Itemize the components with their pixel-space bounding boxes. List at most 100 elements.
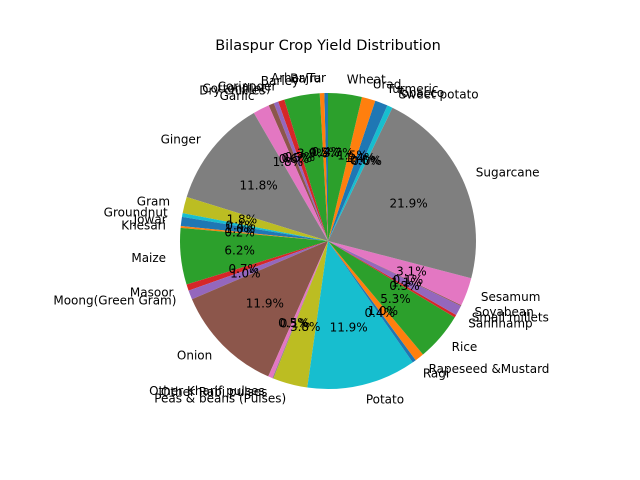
percent-label-groundnut: 0.4% [225, 218, 256, 232]
category-label-sesamum: Sesamum [481, 290, 541, 304]
percent-label-small-millets: 1.1% [391, 276, 422, 290]
percent-label-arhar-tur: 0.4% [312, 145, 343, 159]
category-label-sweet-potato: Sweet potato [399, 87, 479, 101]
slice-rapeseed-mustard [328, 241, 424, 361]
percent-label-sugarcane: 21.9% [390, 197, 428, 211]
percent-label-potato: 11.9% [330, 320, 368, 334]
percent-label-onion: 11.9% [246, 296, 284, 310]
category-label-groundnut: Groundnut [104, 205, 168, 219]
category-label-barley: Barley [261, 74, 299, 88]
category-label-arhar-tur: Arhar/Tur [271, 71, 326, 85]
percent-label-other-rabi-pulses: 0.1% [280, 316, 311, 330]
slice-onion [191, 241, 328, 377]
percent-label-masoor: 0.7% [228, 262, 259, 276]
slice-other-rabi-pulses [272, 241, 328, 379]
slice-moong-green-gram [188, 241, 328, 300]
category-label-soyabean: Soyabean [474, 305, 533, 319]
slice-bajra [319, 93, 328, 241]
category-label-gram: Gram [137, 194, 170, 208]
percent-label-ginger: 11.8% [240, 179, 278, 193]
slice-arhar-tur [324, 93, 328, 241]
category-label-masoor: Masoor [130, 285, 174, 299]
slice-soyabean [328, 241, 462, 307]
slice-gram [182, 197, 328, 241]
percent-label-maize: 6.2% [224, 243, 255, 257]
percent-label-ragi: 0.4% [364, 306, 395, 320]
slice-masoor [186, 241, 328, 291]
category-label-other-rabi-pulses: Other Rabi pulses [161, 385, 268, 399]
category-label-other-kharif-pulses: Other Kharif pulses [149, 384, 264, 398]
slice-potato [307, 241, 413, 390]
category-label-small-millets: Small millets [472, 311, 549, 325]
category-label-sugarcane: Sugarcane [476, 166, 540, 180]
slice-other-kharif-pulses [268, 241, 328, 379]
percent-label-dry-chillies: 0.6% [279, 152, 310, 166]
category-label-tobacco: Tobacco [395, 86, 444, 100]
slice-dry-chillies [268, 103, 328, 241]
category-label-ragi: Ragi [423, 366, 449, 380]
percent-label-sweet-potato: 0.0% [351, 154, 382, 168]
slice-maize [179, 227, 328, 285]
category-label-rice: Rice [452, 340, 478, 354]
slice-sannhamp [328, 241, 457, 318]
percent-label-tobacco: 0.6% [350, 153, 381, 167]
percent-label-garlic: 1.8% [273, 155, 304, 169]
percent-label-turmeric: 1.4% [345, 151, 376, 165]
slice-cotton-lint [273, 101, 328, 241]
slice-jowar [180, 216, 328, 241]
percent-label-sannhamp: 0.3% [389, 279, 420, 293]
pie-slices [179, 93, 476, 390]
percent-label-rapeseed-mustard: 1.0% [368, 304, 399, 318]
slice-peas-beans-pulses [273, 241, 328, 388]
percent-label-other-kharif-pulses: 0.5% [278, 316, 309, 330]
category-label-rapeseed-mustard: Rapeseed &Mustard [429, 362, 550, 376]
percent-label-khesari: 0.2% [224, 226, 255, 240]
slice-rice [328, 241, 455, 355]
category-label-maize: Maize [131, 251, 166, 265]
slice-wheat [328, 93, 362, 241]
category-label-turmeric: Turmeric [386, 82, 439, 96]
slice-small-millets [328, 241, 461, 315]
slice-ginger [186, 112, 328, 241]
percent-label-sesamum: 3.1% [396, 265, 427, 279]
slice-sugarcane [328, 107, 476, 279]
category-label-garlic: Garlic [220, 89, 255, 103]
percent-label-moong-green-gram: 1.0% [230, 266, 261, 280]
percent-label-bajra: 0.5% [309, 145, 340, 159]
slice-tobacco [328, 105, 393, 241]
slice-ragi [328, 241, 416, 363]
percent-label-cotton-lint: 0.5% [282, 151, 313, 165]
category-label-dry-chillies: Dry chillies [199, 84, 265, 98]
category-labels: Arhar/TurBajraBarleyCorianderCotton(lint… [53, 71, 549, 406]
percent-label-coriander: 0.7% [285, 150, 316, 164]
percent-label-soyabean: 0.1% [393, 273, 424, 287]
percent-label-jowar: 1.0% [225, 222, 256, 236]
percent-label-wheat: 3.7% [323, 146, 354, 160]
category-label-ginger: Ginger [161, 132, 201, 146]
slice-groundnut [181, 213, 328, 241]
percent-label-peas-beans-pulses: 3.8% [290, 320, 321, 334]
slice-barley [284, 93, 328, 241]
category-label-potato: Potato [366, 392, 404, 406]
slice-khesari [180, 225, 328, 241]
slice-sesamum [328, 241, 472, 306]
category-label-wheat: Wheat [347, 72, 386, 86]
slice-urad [328, 96, 376, 241]
slice-turmeric [328, 100, 388, 241]
category-label-sannhamp: Sannhamp [468, 317, 532, 331]
category-label-khesari: Khesari [121, 219, 166, 233]
slice-garlic [253, 105, 328, 241]
category-label-onion: Onion [177, 348, 212, 362]
category-label-urad: Urad [373, 77, 402, 91]
percent-label-urad: 1.5% [337, 149, 368, 163]
category-label-cotton-lint: Cotton(lint) [202, 82, 270, 96]
percent-label-gram: 1.8% [227, 212, 258, 226]
percent-label-barley: 3.9% [297, 147, 328, 161]
category-label-moong-green-gram: Moong(Green Gram) [53, 293, 176, 307]
category-label-jowar: Jowar [133, 212, 167, 226]
slice-coriander [278, 99, 328, 241]
percent-labels: 0.4%0.5%3.9%0.7%0.5%0.6%1.8%11.8%1.8%0.4… [224, 145, 427, 334]
category-label-coriander: Coriander [218, 80, 277, 94]
chart-title: Bilaspur Crop Yield Distribution [215, 38, 441, 54]
